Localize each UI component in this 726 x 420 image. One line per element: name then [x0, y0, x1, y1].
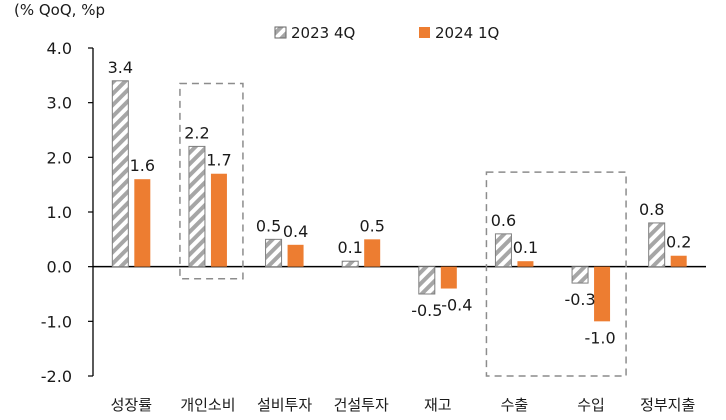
y-tick-label: 0.0 — [47, 258, 72, 277]
category-label: 성장률 — [111, 396, 153, 414]
bar-2024-1q — [364, 239, 381, 267]
y-tick-label: 4.0 — [47, 39, 72, 58]
category-label: 정부지출 — [640, 396, 695, 414]
bar-2023-4q — [188, 145, 206, 268]
bar-2024-1q — [670, 255, 687, 267]
data-label: 0.8 — [639, 200, 664, 219]
data-label: 1.6 — [130, 156, 155, 175]
category-label: 재고 — [424, 396, 452, 414]
data-label: 2.2 — [184, 123, 209, 142]
category-label: 건설투자 — [334, 396, 389, 414]
data-label: 0.4 — [283, 222, 308, 241]
category-labels: 성장률 개인소비 설비투자 건설투자 재고 수출 수입 정부지출 — [111, 396, 696, 414]
data-label: 0.2 — [666, 233, 691, 252]
category-label: 개인소비 — [180, 396, 235, 414]
y-tick-label: 3.0 — [47, 94, 72, 113]
legend-label-2024-1q: 2024 1Q — [435, 24, 499, 42]
legend: 2023 4Q 2024 1Q — [274, 24, 499, 42]
bar-2024-1q — [287, 244, 304, 267]
bar-2024-1q — [440, 266, 457, 289]
data-label: 0.1 — [337, 238, 362, 257]
data-labels: 3.42.20.50.1-0.50.6-0.30.81.6 1.70.4 0.5-0… — [108, 58, 692, 348]
y-tick-label: 2.0 — [47, 148, 72, 167]
data-label: 1.7 — [206, 151, 231, 170]
bars — [111, 80, 687, 322]
y-tick-label: 1.0 — [47, 203, 72, 222]
legend-label-2023-4q: 2023 4Q — [291, 24, 355, 42]
data-label: -0.3 — [564, 290, 595, 309]
legend-swatch-2024-1q — [419, 27, 430, 38]
category-label: 수출 — [501, 396, 529, 414]
bar-2023-4q — [341, 260, 359, 268]
bar-2024-1q — [517, 261, 534, 267]
data-label: -0.5 — [411, 301, 442, 320]
unit-label: (% QoQ, %p — [14, 1, 105, 19]
data-label: 0.1 — [513, 238, 538, 257]
highlight-box-consumption — [179, 82, 244, 280]
y-tick-label: -2.0 — [41, 367, 72, 386]
y-tick-label: -1.0 — [41, 312, 72, 331]
data-label: 0.5 — [256, 216, 281, 235]
data-label: 3.4 — [108, 58, 133, 77]
bar-2023-4q — [111, 80, 129, 268]
data-label: -1.0 — [584, 328, 615, 347]
data-label: 0.5 — [359, 216, 384, 235]
category-label: 수입 — [577, 396, 605, 414]
highlight-box-trade — [485, 171, 627, 377]
bar-2023-4q — [265, 238, 283, 268]
bar-2024-1q — [210, 173, 227, 267]
data-label: 0.6 — [491, 211, 516, 230]
bar-2024-1q — [594, 266, 611, 322]
category-label: 설비투자 — [257, 396, 312, 414]
highlight-boxes — [179, 82, 627, 377]
bar-2024-1q — [134, 179, 151, 267]
bar-2023-4q — [571, 266, 589, 284]
legend-swatch-2023-4q — [274, 26, 287, 39]
bar-2023-4q — [418, 266, 436, 295]
bar-2023-4q — [648, 222, 666, 268]
data-label: -0.4 — [441, 296, 472, 315]
y-axis: 4.0 3.0 2.0 1.0 0.0 -1.0 -2.0 — [41, 39, 706, 386]
bar-2023-4q — [494, 233, 512, 268]
